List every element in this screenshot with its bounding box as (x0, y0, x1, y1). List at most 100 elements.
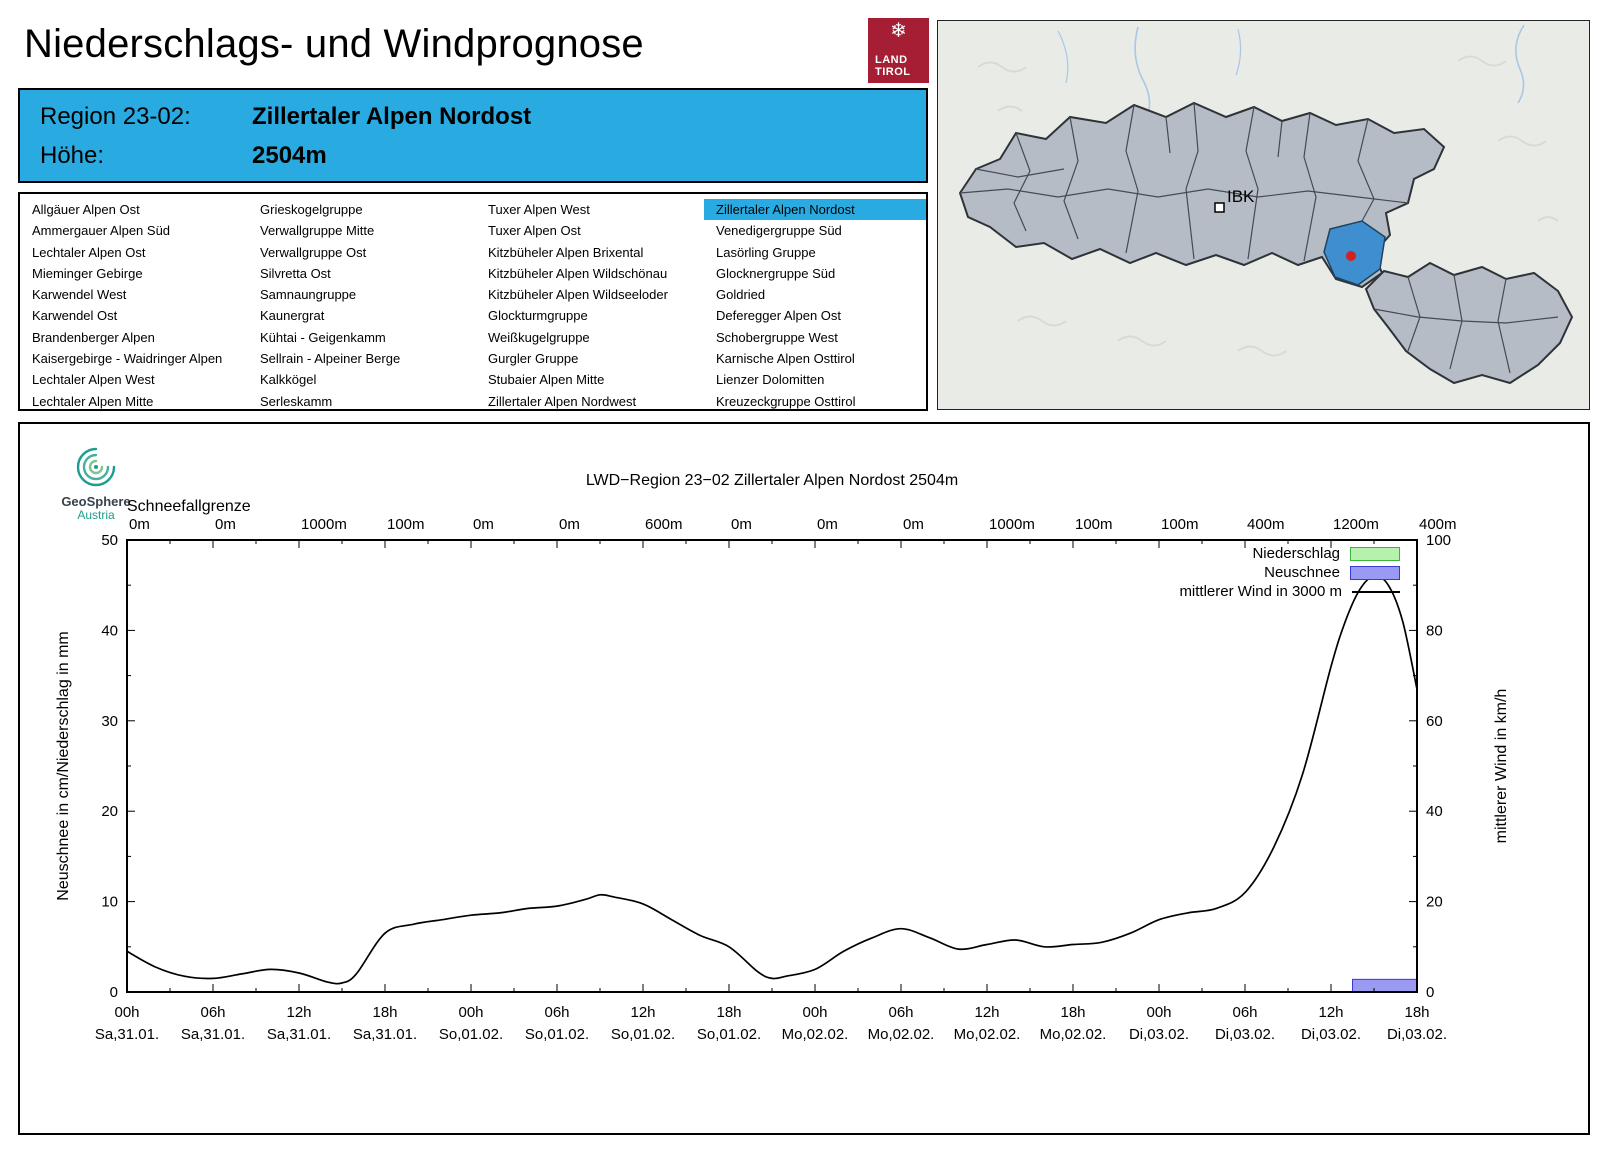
snowline-value: 0m (473, 516, 494, 533)
region-link[interactable]: Verwallgruppe Ost (260, 244, 367, 260)
region-link[interactable]: Karwendel Ost (32, 308, 118, 324)
region-value: Zillertaler Alpen Nordost (252, 103, 532, 130)
region-link[interactable]: Kitzbüheler Alpen Wildschönau (488, 265, 668, 281)
legend-label-wind: mittlerer Wind in 3000 m (1179, 583, 1342, 600)
geosphere-name: GeoSphere (61, 494, 131, 509)
region-link[interactable]: Goldried (716, 287, 766, 303)
region-link[interactable]: Kitzbüheler Alpen Wildseeloder (488, 287, 668, 303)
x-tick-hour: 00h (802, 1004, 827, 1021)
region-link[interactable]: Kühtai - Geigenkamm (260, 329, 386, 345)
region-link[interactable]: Tuxer Alpen West (488, 202, 590, 217)
x-tick-hour: 12h (1318, 1004, 1343, 1021)
region-link[interactable]: Zillertaler Alpen Nordwest (488, 393, 637, 409)
region-link[interactable]: Brandenberger Alpen (32, 329, 155, 345)
region-link[interactable]: Kaisergebirge - Waidringer Alpen (32, 351, 223, 367)
region-link[interactable]: Zillertaler Alpen Nordost (704, 199, 926, 221)
region-link[interactable]: Weißkugelgruppe (488, 329, 590, 345)
x-tick-date: Di,03.02. (1215, 1026, 1275, 1043)
region-link[interactable]: Gurgler Gruppe (488, 351, 579, 367)
y-right-tick: 40 (1426, 803, 1443, 820)
ibk-label: IBK (1227, 187, 1255, 206)
x-tick-hour: 06h (200, 1004, 225, 1021)
x-tick-hour: 06h (888, 1004, 913, 1021)
chart-title: LWD−Region 23−02 Zillertaler Alpen Nordo… (585, 472, 959, 489)
x-tick-date: So,01.02. (611, 1026, 675, 1043)
x-tick-date: So,01.02. (525, 1026, 589, 1043)
y-left-tick: 30 (101, 713, 118, 730)
x-tick-date: So,01.02. (439, 1026, 503, 1043)
forecast-chart: 00h Sa,31.01. 0m 06h Sa,31.01. 0m 12h Sa,31.01.… (18, 422, 1590, 1135)
region-link[interactable]: Schobergruppe West (716, 329, 838, 345)
x-tick-date: Mo,02.02. (782, 1026, 849, 1043)
x-tick-date: Sa,31.01. (181, 1026, 245, 1043)
region-link[interactable]: Venedigergruppe Süd (716, 223, 842, 239)
region-link[interactable]: Silvretta Ost (260, 265, 331, 281)
region-link[interactable]: Glocknergruppe Süd (716, 265, 836, 281)
region-link[interactable]: Kaunergrat (260, 308, 325, 324)
legend-swatch-neuschnee (1350, 565, 1400, 580)
x-tick-hour: 00h (114, 1004, 139, 1021)
snowline-value: 400m (1247, 516, 1285, 533)
snowline-label: Schneefallgrenze (127, 498, 251, 515)
region-link[interactable]: Serleskamm (260, 393, 333, 409)
y-right-tick: 80 (1426, 622, 1443, 639)
x-tick-date: Di,03.02. (1301, 1026, 1361, 1043)
ibk-marker (1214, 202, 1225, 213)
region-link[interactable]: Mieminger Gebirge (32, 265, 143, 281)
x-tick-hour: 06h (1232, 1004, 1257, 1021)
x-tick-date: Di,03.02. (1129, 1026, 1189, 1043)
region-link[interactable]: Karwendel West (32, 287, 127, 303)
geosphere-icon (76, 447, 116, 487)
region-column-3: Tuxer Alpen West Tuxer Alpen Ost Kitzbühel… (476, 199, 704, 409)
snowline-value: 100m (387, 516, 425, 533)
snowline-value: 0m (731, 516, 752, 533)
y-left-tick: 20 (101, 803, 118, 820)
x-tick-hour: 00h (1146, 1004, 1171, 1021)
y-left-tick: 50 (101, 532, 118, 549)
region-link[interactable]: Lasörling Gruppe (716, 244, 816, 260)
snowline-value: 400m (1419, 516, 1457, 533)
x-tick-hour: 18h (1060, 1004, 1085, 1021)
region-link[interactable]: Grieskogelgruppe (260, 202, 363, 217)
region-link[interactable]: Lechtaler Alpen West (32, 372, 155, 388)
x-tick-hour: 12h (286, 1004, 311, 1021)
y-right-tick: 0 (1426, 984, 1434, 1001)
neuschnee-bar (1352, 978, 1418, 993)
region-link[interactable]: Allgäuer Alpen Ost (32, 202, 140, 217)
legend-row-niederschlag: Niederschlag (1179, 544, 1400, 563)
tirol-map[interactable]: IBK (937, 20, 1590, 410)
region-link[interactable]: Kreuzeckgruppe Osttirol (716, 393, 856, 409)
region-label: Region 23-02: (40, 103, 191, 130)
x-tick-date: Sa,31.01. (353, 1026, 417, 1043)
legend-swatch-niederschlag (1350, 546, 1400, 561)
region-link[interactable]: Verwallgruppe Mitte (260, 223, 375, 239)
x-tick-hour: 00h (458, 1004, 483, 1021)
legend-swatch-wind-line (1352, 590, 1400, 593)
x-tick-date: Mo,02.02. (1040, 1026, 1107, 1043)
region-link[interactable]: Kalkkögel (260, 372, 317, 388)
region-link[interactable]: Karnische Alpen Osttirol (716, 351, 855, 367)
region-link[interactable]: Kitzbüheler Alpen Brixental (488, 244, 644, 260)
y-right-axis-title: mittlerer Wind in km/h (1493, 689, 1510, 844)
region-link[interactable]: Samnaungruppe (260, 287, 357, 303)
region-link[interactable]: Lechtaler Alpen Mitte (32, 393, 154, 409)
snowline-value: 0m (903, 516, 924, 533)
legend-row-neuschnee: Neuschnee (1179, 563, 1400, 582)
region-column-4: Zillertaler Alpen Nordost Venedigergruppe… (704, 199, 926, 409)
x-tick-hour: 12h (974, 1004, 999, 1021)
map-canvas: IBK (938, 21, 1589, 409)
region-link[interactable]: Sellrain - Alpeiner Berge (260, 351, 401, 367)
geosphere-sub: Austria (77, 508, 115, 522)
chart-plot: 00h Sa,31.01. 0m 06h Sa,31.01. 0m 12h Sa,31.01.… (55, 516, 1510, 1043)
region-link[interactable]: Lienzer Dolomitten (716, 372, 825, 388)
x-tick-date: Mo,02.02. (868, 1026, 935, 1043)
region-link[interactable]: Tuxer Alpen Ost (488, 223, 581, 239)
plot-border (126, 539, 1418, 993)
region-link[interactable]: Deferegger Alpen Ost (716, 308, 842, 324)
x-tick-date: Sa,31.01. (267, 1026, 331, 1043)
region-link[interactable]: Lechtaler Alpen Ost (32, 244, 146, 260)
region-link[interactable]: Ammergauer Alpen Süd (32, 223, 171, 239)
region-link[interactable]: Glockturmgruppe (488, 308, 588, 324)
region-link[interactable]: Stubaier Alpen Mitte (488, 372, 605, 388)
x-tick-hour: 06h (544, 1004, 569, 1021)
